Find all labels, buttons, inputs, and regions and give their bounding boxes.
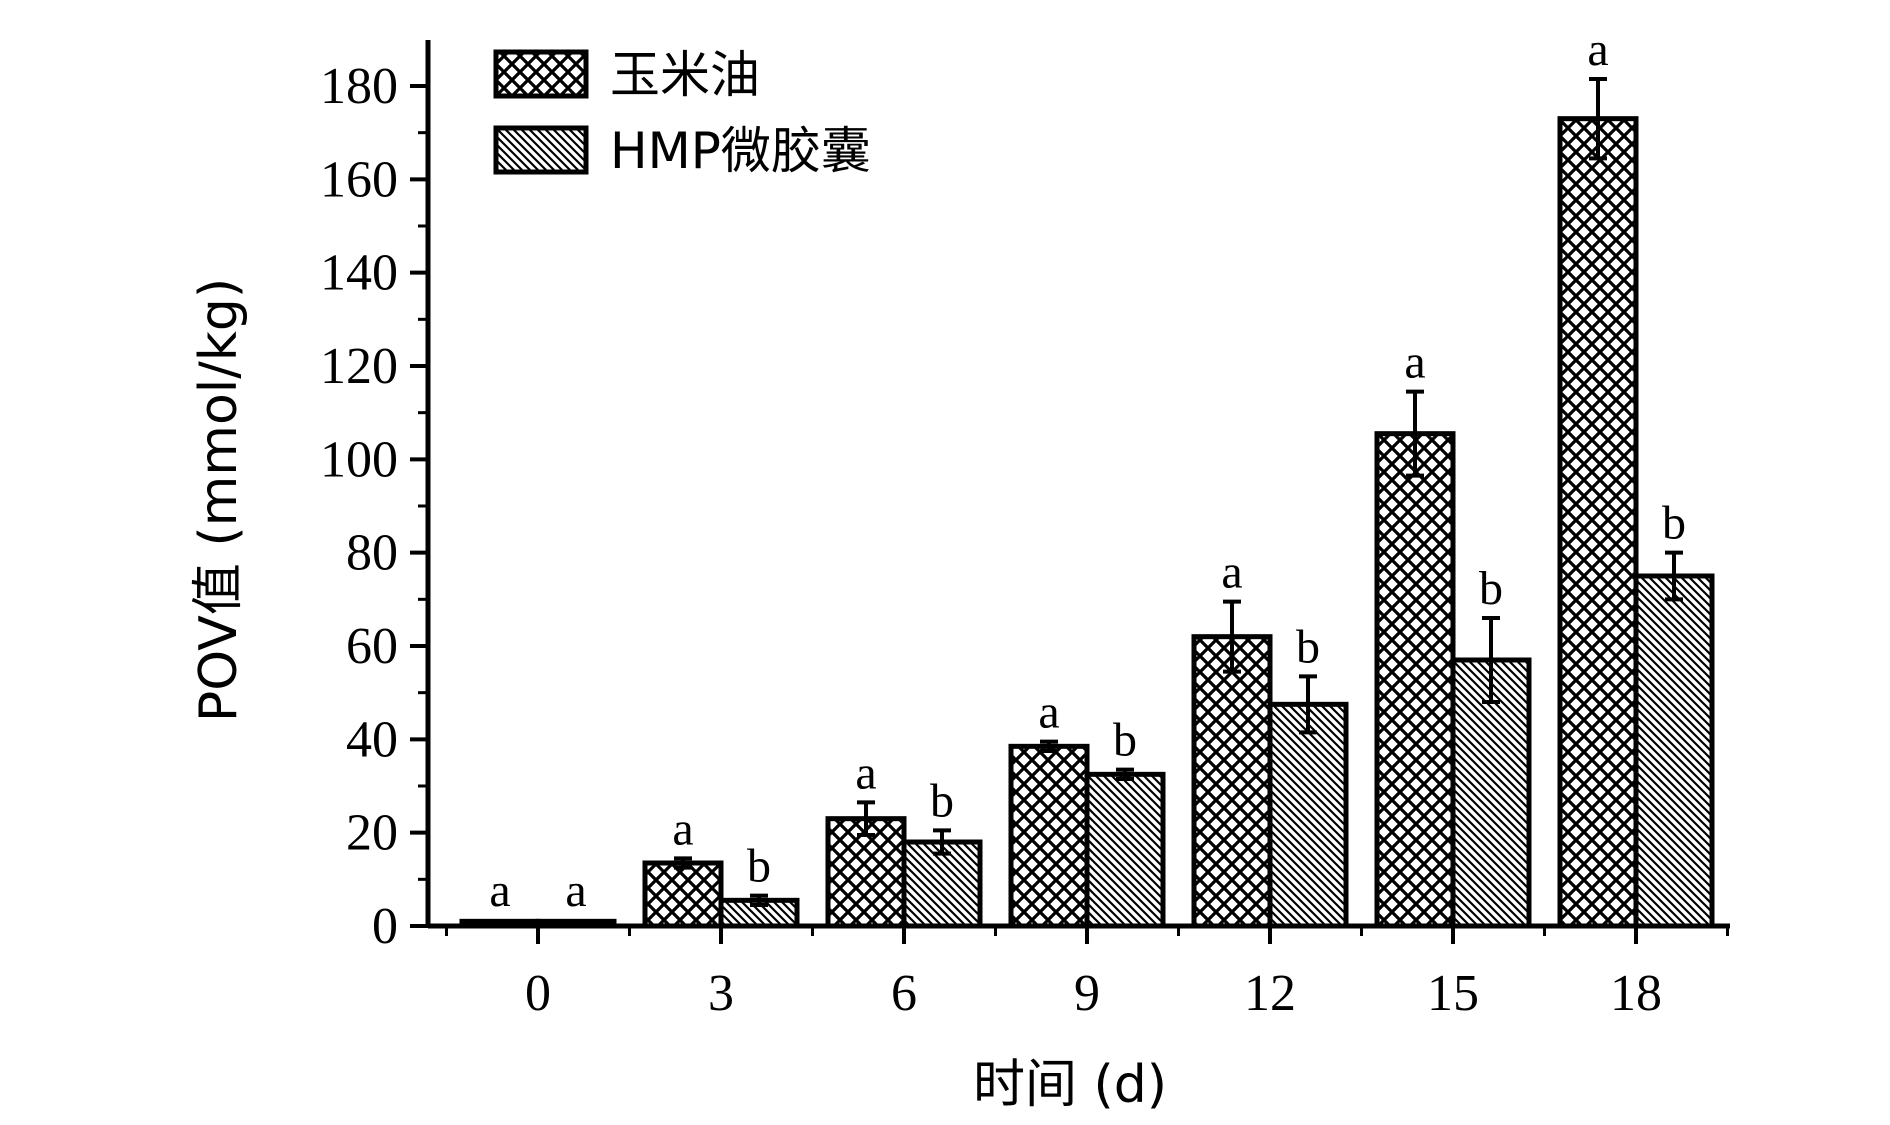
y-tick-label: 100 (320, 431, 398, 488)
significance-letter-hmp-9: b (1113, 714, 1137, 767)
bars-layer (459, 116, 1715, 929)
significance-letter-hmp-0: a (565, 864, 586, 917)
y-tick-label: 80 (346, 525, 398, 582)
significance-letter-hmp-12: b (1296, 620, 1320, 673)
significance-letter-corn-oil-3: a (672, 802, 693, 855)
y-tick-label: 60 (346, 618, 398, 675)
significance-letter-corn-oil-12: a (1221, 546, 1242, 599)
x-tick-label-18: 18 (1610, 965, 1662, 1022)
bar-corn-oil-9 (1008, 743, 1090, 929)
bar-corn-oil-15 (1374, 431, 1456, 929)
significance-letter-hmp-15: b (1479, 562, 1503, 615)
bar-corn-oil-12 (1191, 634, 1273, 929)
significance-letter-corn-oil-18: a (1587, 23, 1608, 76)
y-tick-label: 120 (320, 338, 398, 395)
legend-label-hmp: HMP微胶囊 (610, 122, 871, 180)
significance-letter-hmp-18: b (1662, 497, 1686, 550)
significance-letter-corn-oil-0: a (489, 864, 510, 917)
legend-label-corn-oil: 玉米油 (610, 46, 760, 104)
x-tick-label-3: 3 (708, 965, 734, 1022)
error-bars-layer (674, 77, 1683, 907)
x-tick-label-0: 0 (525, 965, 551, 1022)
y-tick-label: 40 (346, 711, 398, 768)
legend-swatch-hmp (493, 125, 589, 175)
significance-letter-corn-oil-15: a (1404, 336, 1425, 389)
bar-corn-oil-3 (642, 860, 724, 929)
x-tick-label-6: 6 (891, 965, 917, 1022)
bar-hmp-12 (1267, 701, 1349, 929)
y-tick-label: 180 (320, 58, 398, 115)
significance-letters-layer: a a a a a a a a b b b b b b (489, 23, 1686, 917)
significance-letter-hmp-6: b (930, 774, 954, 827)
x-axis-label: 时间 (d) (973, 1055, 1167, 1115)
significance-letter-corn-oil-6: a (855, 746, 876, 799)
x-tick-label-12: 12 (1244, 965, 1296, 1022)
x-tick-label-15: 15 (1427, 965, 1479, 1022)
bar-hmp-9 (1084, 771, 1166, 929)
y-tick-label: 0 (372, 898, 398, 955)
y-tick-label: 160 (320, 151, 398, 208)
y-tick-label: 140 (320, 245, 398, 302)
y-tick-label: 20 (346, 805, 398, 862)
bar-hmp-18 (1633, 573, 1715, 929)
significance-letter-corn-oil-9: a (1038, 686, 1059, 739)
axes-layer: 0 20 40 60 80 100 120 140 160 180 0 3 6 9 12 15 18 (320, 40, 1730, 1022)
y-axis-label: POV值 (mmol/kg) (189, 278, 249, 722)
legend-swatch-corn-oil (493, 49, 589, 99)
legend: 玉米油 HMP微胶囊 (493, 46, 871, 180)
bar-corn-oil-18 (1557, 116, 1639, 929)
significance-letter-hmp-3: b (747, 840, 771, 893)
x-tick-label-9: 9 (1074, 965, 1100, 1022)
